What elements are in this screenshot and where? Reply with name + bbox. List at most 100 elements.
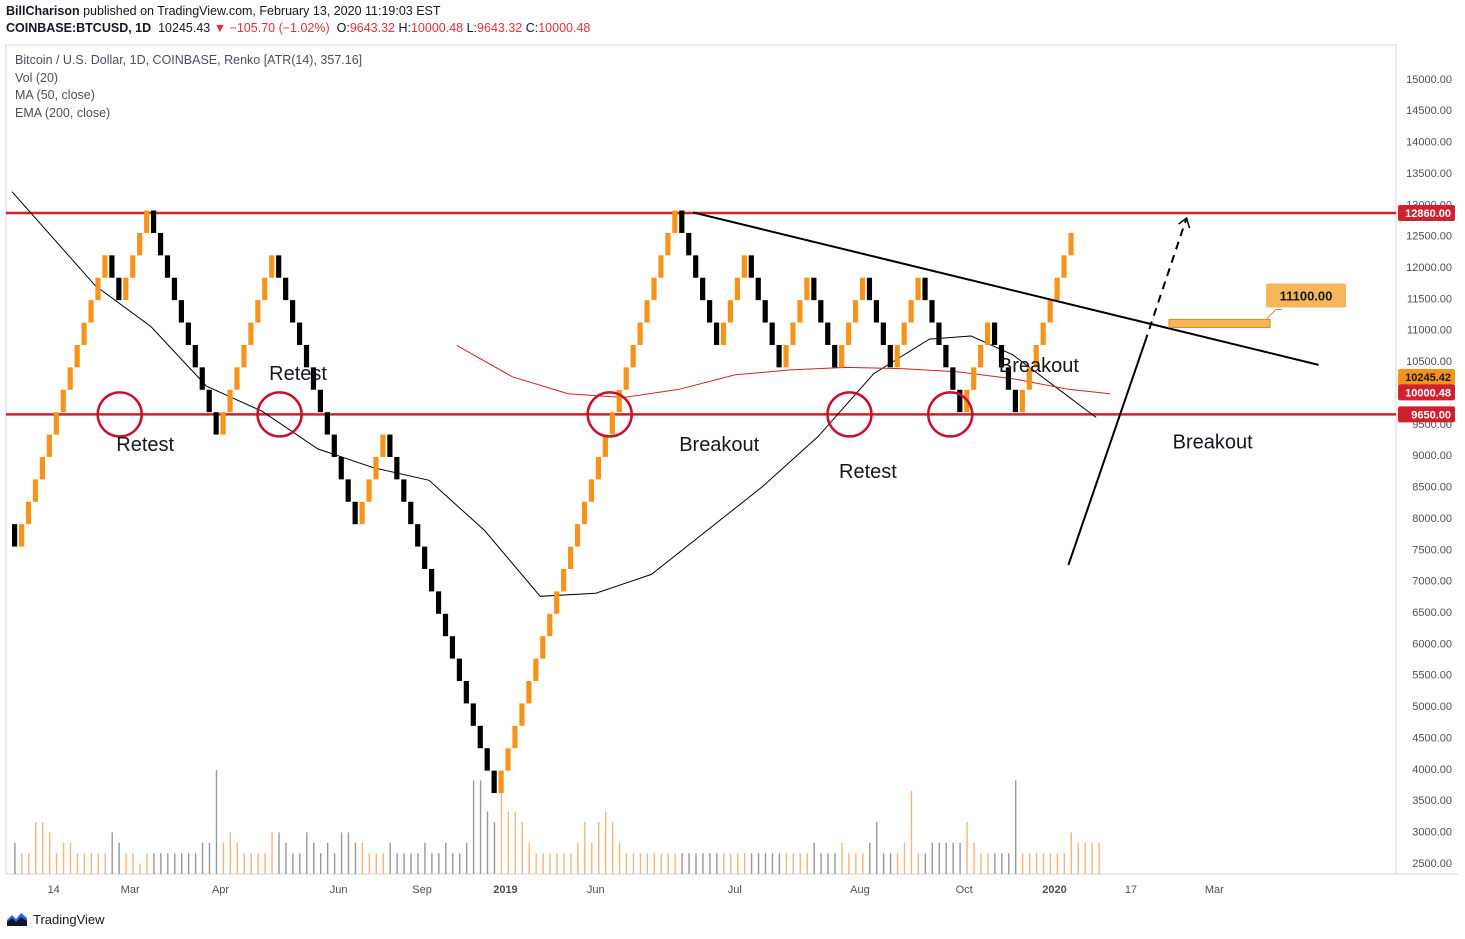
ma-50-path[interactable] [11, 191, 1097, 597]
down-brick[interactable] [317, 389, 323, 413]
legend-main-series[interactable]: Bitcoin / U.S. Dollar, 1D, COINBASE, Ren… [15, 53, 363, 67]
down-brick[interactable] [769, 322, 775, 345]
up-brick[interactable] [588, 479, 595, 502]
down-brick[interactable] [435, 591, 442, 614]
down-brick[interactable] [957, 389, 963, 413]
down-brick[interactable] [991, 322, 998, 345]
up-brick[interactable] [985, 322, 991, 345]
price-tag[interactable] [1398, 384, 1455, 401]
descending-trendline[interactable] [692, 211, 1319, 366]
up-brick[interactable] [554, 591, 560, 614]
down-brick[interactable] [387, 434, 393, 457]
up-brick[interactable] [540, 636, 546, 659]
up-brick[interactable] [595, 456, 601, 480]
up-brick[interactable] [651, 277, 657, 301]
up-brick[interactable] [81, 322, 87, 345]
down-brick[interactable] [463, 681, 469, 704]
down-brick[interactable] [310, 367, 317, 390]
up-brick[interactable] [602, 434, 608, 457]
up-brick[interactable] [144, 210, 150, 233]
down-brick[interactable] [929, 300, 935, 323]
down-brick[interactable] [950, 367, 956, 390]
target-callout-box[interactable] [1266, 283, 1346, 308]
price-tag[interactable] [1398, 205, 1455, 222]
up-brick[interactable] [498, 770, 504, 794]
up-brick[interactable] [797, 300, 803, 323]
up-brick[interactable] [741, 255, 747, 278]
annotation-label[interactable]: Breakout [999, 355, 1079, 377]
annotation-label[interactable]: Breakout [1173, 431, 1253, 453]
target-zone-box[interactable] [1168, 318, 1271, 328]
down-brick[interactable] [116, 277, 122, 301]
up-brick[interactable] [734, 277, 740, 301]
down-brick[interactable] [109, 255, 115, 278]
down-brick[interactable] [442, 613, 449, 637]
down-brick[interactable] [866, 277, 873, 301]
up-brick[interactable] [248, 322, 254, 345]
down-brick[interactable] [943, 344, 949, 368]
down-brick[interactable] [818, 300, 824, 323]
price-tag[interactable] [1398, 369, 1455, 386]
down-brick[interactable] [290, 300, 296, 323]
down-brick[interactable] [880, 322, 886, 345]
down-brick[interactable] [401, 479, 407, 502]
renko-chart[interactable]: Retest Retest Breakout Retest Breakout Breako… [0, 0, 1465, 905]
down-brick[interactable] [1012, 389, 1018, 413]
up-brick[interactable] [359, 501, 365, 525]
breakout-trendline[interactable] [1067, 341, 1146, 566]
down-brick[interactable] [352, 501, 358, 525]
legend-volume[interactable]: Vol (20) [15, 70, 59, 85]
annotation-label[interactable]: Retest [269, 363, 327, 385]
up-brick[interactable] [581, 501, 588, 525]
up-brick[interactable] [130, 255, 136, 278]
up-brick[interactable] [1068, 232, 1074, 256]
up-brick[interactable] [790, 322, 796, 345]
time-axis[interactable]: 14 Mar Apr Jun Sep 2019 Jun Jul Aug Oct 2020 17 Mar [48, 884, 1225, 896]
down-brick[interactable] [408, 501, 414, 525]
down-brick[interactable] [456, 658, 462, 682]
down-brick[interactable] [213, 412, 219, 435]
down-brick[interactable] [296, 322, 303, 345]
annotation-label[interactable]: Retest [839, 461, 897, 483]
up-brick[interactable] [366, 479, 372, 502]
up-brick[interactable] [88, 300, 94, 323]
up-brick[interactable] [67, 367, 73, 390]
down-brick[interactable] [394, 456, 400, 480]
annotation-label[interactable]: Breakout [679, 434, 759, 456]
up-brick[interactable] [1026, 367, 1032, 390]
down-brick[interactable] [936, 322, 942, 345]
up-brick[interactable] [255, 300, 261, 323]
ema-200-path[interactable] [456, 344, 1111, 399]
up-brick[interactable] [53, 412, 59, 435]
up-brick[interactable] [852, 300, 859, 323]
down-brick[interactable] [171, 277, 178, 301]
down-brick[interactable] [679, 210, 685, 233]
up-brick[interactable] [18, 524, 25, 547]
up-brick[interactable] [783, 344, 789, 368]
up-brick[interactable] [859, 277, 866, 301]
down-brick[interactable] [199, 367, 205, 390]
down-brick[interactable] [283, 277, 289, 301]
up-brick[interactable] [901, 322, 907, 345]
down-brick[interactable] [491, 770, 497, 794]
up-brick[interactable] [609, 412, 615, 435]
down-brick[interactable] [470, 703, 476, 726]
up-brick[interactable] [1047, 300, 1053, 323]
down-brick[interactable] [164, 255, 171, 278]
footer-brand[interactable]: TradingView [6, 911, 105, 927]
up-brick[interactable] [241, 344, 247, 368]
down-brick[interactable] [345, 479, 351, 502]
up-brick[interactable] [380, 434, 386, 457]
up-brick[interactable] [804, 277, 810, 301]
down-brick[interactable] [338, 456, 344, 480]
up-brick[interactable] [512, 725, 518, 749]
down-brick[interactable] [713, 322, 720, 345]
up-brick[interactable] [46, 434, 52, 457]
up-brick[interactable] [1061, 255, 1067, 278]
up-brick[interactable] [220, 412, 226, 435]
up-brick[interactable] [373, 456, 379, 480]
down-brick[interactable] [151, 210, 157, 233]
up-brick[interactable] [137, 232, 143, 256]
up-brick[interactable] [1054, 277, 1060, 301]
up-brick[interactable] [658, 255, 664, 278]
